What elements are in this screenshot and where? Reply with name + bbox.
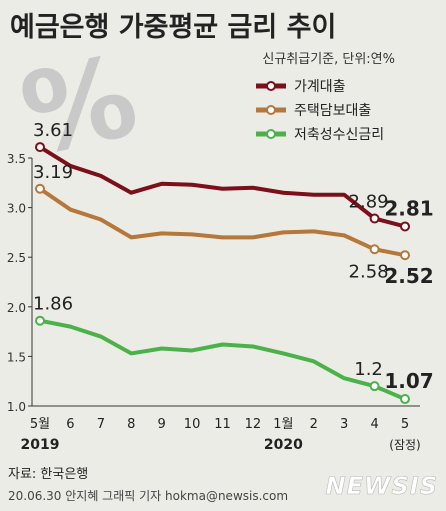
- series-lines: [35, 142, 410, 405]
- x-tick-label: 4: [370, 417, 378, 432]
- svg-text:%: %: [11, 31, 148, 181]
- data-labels: 3.61 2.892.81 3.19 2.582.52 1.86 1.2 1.07: [33, 120, 434, 393]
- x-tick-label: 5월: [30, 417, 50, 432]
- legend: 가계대출 주택담보대출 저축성수신금리: [256, 79, 384, 143]
- series-line: [38, 186, 407, 258]
- x-tick-labels: 5월 6 7 8 9 10 11 12 1월 2 3 4 5 2019 2020 (잠정): [21, 417, 421, 453]
- chart-subtitle: 신규취급기준, 단위:연%: [262, 52, 395, 67]
- data-label: 3.61: [33, 120, 73, 141]
- legend-label-household: 가계대출: [294, 79, 346, 95]
- data-point: [369, 213, 380, 224]
- data-label: 2.89: [349, 192, 389, 213]
- x-tick-label: 1월: [273, 417, 293, 432]
- x-tick-label: 3: [340, 417, 348, 432]
- chart-title: 예금은행 가중평균 금리 추이: [10, 12, 336, 43]
- data-point: [369, 244, 380, 255]
- data-label: 2.58: [349, 261, 389, 282]
- x-tick-label: 8: [127, 417, 135, 432]
- data-point: [400, 221, 410, 232]
- data-point: [35, 183, 45, 194]
- y-tick-label: 1.0: [7, 400, 26, 414]
- x-tick-label: 9: [158, 417, 166, 432]
- x-tick-label: 5: [401, 417, 409, 432]
- x-tick-label: 12: [245, 417, 262, 432]
- legend-label-savings: 저축성수신금리: [294, 127, 384, 143]
- legend-marker-mortgage: [266, 105, 276, 115]
- legend-marker-savings: [266, 129, 276, 139]
- x-sub-label: 2020: [264, 437, 303, 453]
- y-tick-label: 3.5: [7, 152, 26, 166]
- data-label: 1.86: [33, 294, 73, 315]
- x-sub-label: 2019: [21, 437, 60, 453]
- percent-decoration-icon: %: [11, 31, 148, 181]
- x-sub-label: (잠정): [389, 438, 420, 452]
- data-label: 2.81: [384, 196, 433, 220]
- y-tick-label: 2.5: [7, 251, 26, 265]
- x-tick-label: 10: [184, 417, 201, 432]
- y-tick-labels: 1.0 1.5 2.0 2.5 3.0 3.5: [7, 152, 32, 414]
- x-tick-label: 11: [214, 417, 231, 432]
- data-label: 2.52: [384, 264, 433, 288]
- series-line: [38, 318, 407, 402]
- y-tick-label: 3.0: [7, 202, 26, 216]
- data-label: 1.07: [384, 369, 433, 393]
- y-tick-label: 2.0: [7, 301, 26, 315]
- data-label: 1.2: [354, 359, 383, 380]
- data-point: [35, 142, 45, 153]
- newsis-logo: NEWSIS: [326, 472, 438, 500]
- x-tick-label: 7: [97, 417, 105, 432]
- y-tick-label: 1.5: [7, 350, 26, 364]
- legend-label-mortgage: 주택담보대출: [294, 103, 371, 119]
- x-tick-label: 2: [310, 417, 318, 432]
- legend-marker-household: [266, 81, 276, 91]
- source-text: 자료: 한국은행: [8, 466, 88, 482]
- series-line: [38, 145, 407, 229]
- data-label: 3.19: [33, 162, 73, 183]
- data-point: [369, 381, 380, 392]
- x-tick-label: 6: [66, 417, 74, 432]
- data-point: [400, 250, 410, 261]
- data-point: [400, 394, 410, 405]
- credit-text: 20.06.30 안지혜 그래픽 기자 hokma@newsis.com: [8, 489, 288, 503]
- data-point: [35, 315, 45, 326]
